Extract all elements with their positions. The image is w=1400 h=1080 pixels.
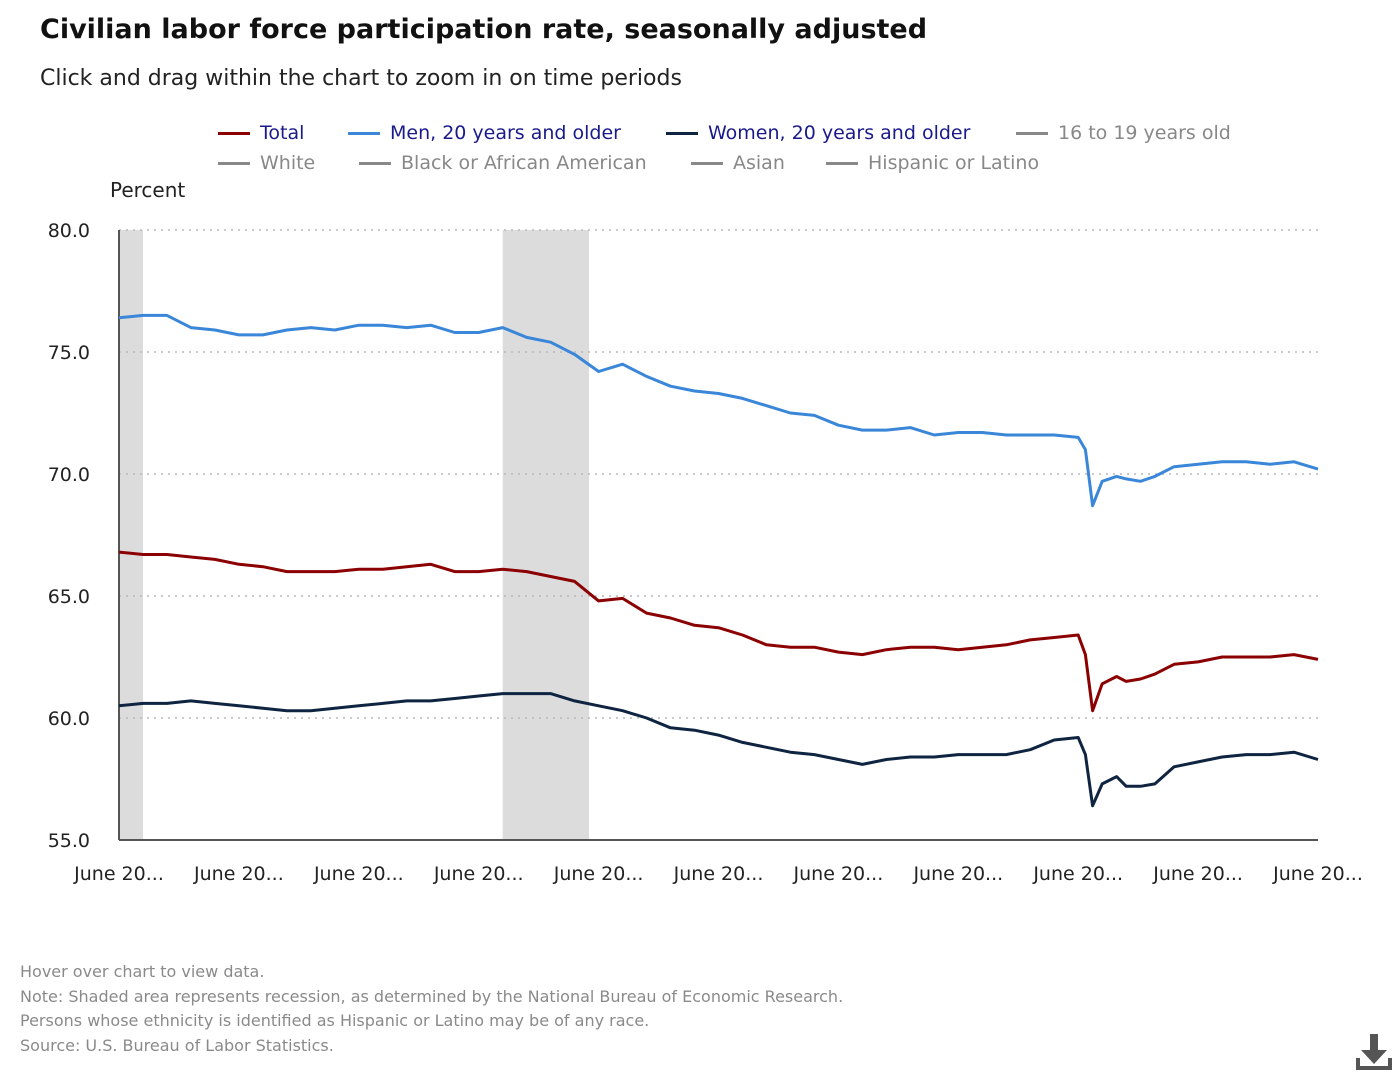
legend-label: Asian (733, 152, 785, 174)
legend-swatch-white (218, 161, 250, 165)
x-tick-label: June 20... (1272, 863, 1363, 885)
x-tick-label: June 20... (73, 863, 164, 885)
y-tick-label: 75.0 (48, 342, 90, 364)
x-tick-label: June 20... (1152, 863, 1243, 885)
y-tick-label: 80.0 (48, 220, 90, 242)
chart-title: Civilian labor force participation rate,… (40, 14, 928, 45)
y-tick-label: 60.0 (48, 708, 90, 730)
legend-swatch-men (348, 131, 380, 135)
legend-swatch-black (359, 161, 391, 165)
legend-label: Men, 20 years and older (390, 122, 621, 144)
series-line-women (118, 692, 1319, 808)
x-tick-label: June 20... (1032, 863, 1123, 885)
legend-item-white[interactable]: White (218, 152, 315, 174)
legend-label: 16 to 19 years old (1058, 122, 1231, 144)
note-hover: Hover over chart to view data. (20, 962, 265, 981)
note-source: Source: U.S. Bureau of Labor Statistics. (20, 1035, 334, 1055)
series-line-men (118, 313, 1319, 508)
x-tick-label: June 20... (553, 863, 644, 885)
recession-shade (119, 230, 143, 840)
chart-subtitle: Click and drag within the chart to zoom … (40, 66, 682, 91)
legend-swatch-total (218, 131, 250, 135)
legend-item-16-to-19[interactable]: 16 to 19 years old (1016, 122, 1231, 144)
line-chart[interactable]: 55.0 60.0 65.0 70.0 75.0 80.0 June 20... June 2… (0, 0, 1400, 940)
download-icon[interactable] (1352, 1030, 1396, 1074)
legend-swatch-women (666, 131, 698, 135)
recession-shade (502, 230, 590, 840)
legend-label: Black or African American (401, 152, 647, 174)
x-tick-label: June 20... (793, 863, 884, 885)
y-axis-label: Percent (110, 178, 186, 202)
x-tick-label: June 20... (912, 863, 1003, 885)
y-tick-label: 65.0 (48, 586, 90, 608)
series-line-total (118, 550, 1319, 713)
legend-item-men[interactable]: Men, 20 years and older (348, 122, 621, 144)
y-tick-label: 70.0 (48, 464, 90, 486)
legend-item-total[interactable]: Total (218, 122, 304, 144)
legend-label: White (260, 152, 316, 174)
x-tick-label: June 20... (673, 863, 764, 885)
download-icon-glyph (1356, 1034, 1392, 1070)
note-recession: Note: Shaded area represents recession, … (20, 986, 844, 1006)
chart-notes: Hover over chart to view data. Note: Sha… (20, 960, 843, 1058)
legend-label: Hispanic or Latino (868, 152, 1040, 174)
legend-item-women[interactable]: Women, 20 years and older (666, 122, 970, 144)
x-tick-label: June 20... (193, 863, 284, 885)
legend-swatch-asian (691, 161, 723, 165)
x-tick-label: June 20... (433, 863, 524, 885)
legend-swatch-hispanic (826, 161, 858, 165)
y-tick-label: 55.0 (48, 830, 90, 852)
legend-swatch-16-to-19 (1016, 131, 1048, 135)
x-tick-label: June 20... (313, 863, 404, 885)
note-ethnicity: Persons whose ethnicity is identified as… (20, 1011, 650, 1030)
legend-item-asian[interactable]: Asian (691, 152, 785, 174)
legend-item-black[interactable]: Black or African American (359, 152, 647, 174)
legend-label: Women, 20 years and older (708, 122, 971, 144)
legend-item-hispanic[interactable]: Hispanic or Latino (826, 152, 1039, 174)
legend-label: Total (260, 122, 305, 144)
